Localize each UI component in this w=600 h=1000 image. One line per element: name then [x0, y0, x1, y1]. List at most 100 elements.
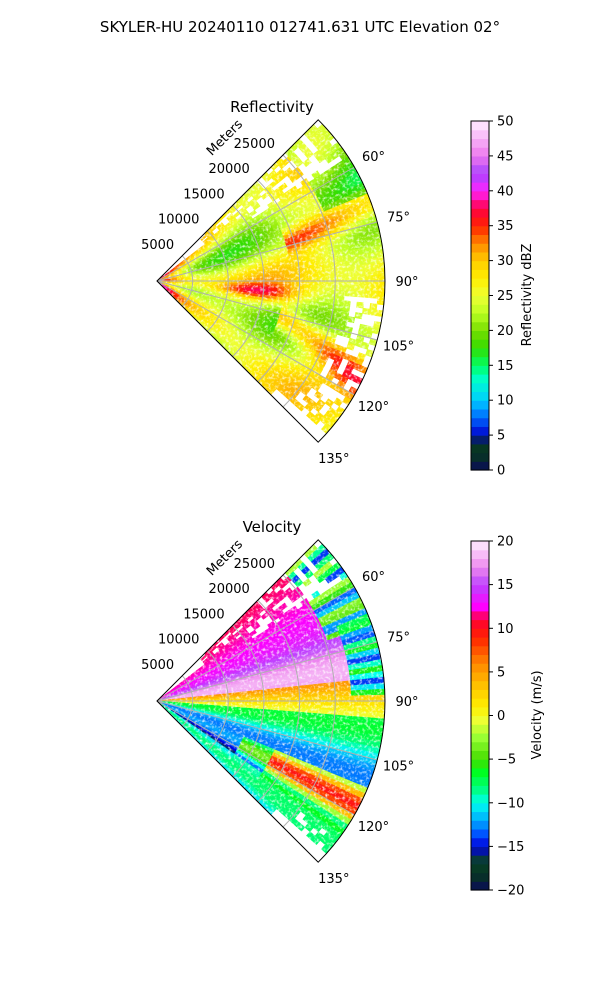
reflectivity-bin — [350, 264, 359, 272]
colorbar-tick-label: 5 — [497, 665, 505, 680]
velocity-bin — [357, 684, 365, 691]
colorbar-segment — [471, 295, 489, 305]
reflectivity-bin — [284, 280, 292, 285]
colorbar-segment — [471, 216, 489, 227]
velocity-bin — [371, 694, 379, 702]
colorbar-segment — [471, 374, 489, 384]
reflectivity-bin — [371, 280, 379, 288]
azimuth-tick-label: 105° — [383, 340, 414, 355]
colorbar-segment — [471, 846, 489, 856]
velocity-colorbar-label: Velocity (m/s) — [530, 670, 545, 759]
velocity-bin — [324, 696, 332, 702]
colorbar-segment — [471, 802, 489, 813]
azimuth-tick-label: 120° — [358, 400, 389, 415]
colorbar-segment — [471, 435, 489, 445]
colorbar-segment — [471, 312, 489, 323]
velocity-bin — [357, 695, 366, 702]
velocity-bin — [337, 695, 346, 702]
velocity-bin — [277, 697, 285, 702]
colorbar-segment — [471, 698, 489, 708]
reflectivity-bin — [297, 276, 305, 282]
velocity-bin — [377, 712, 386, 720]
velocity-bin — [356, 716, 365, 724]
colorbar-tick-label: 50 — [497, 115, 514, 130]
azimuth-tick-label: 90° — [395, 275, 418, 290]
velocity-bin — [377, 694, 386, 702]
velocity-bin — [370, 689, 379, 696]
velocity-bin — [324, 700, 332, 706]
colorbar-segment — [471, 541, 489, 551]
velocity-bin — [337, 690, 346, 697]
velocity-bin — [323, 686, 332, 693]
reflectivity-colorbar-label: Reflectivity dBZ — [520, 244, 535, 347]
reflectivity-bin — [313, 390, 324, 400]
colorbar-segment — [471, 549, 489, 560]
reflectivity-bin — [370, 263, 379, 271]
reflectivity-bin — [304, 272, 312, 278]
velocity-bin — [370, 711, 379, 719]
velocity-bin — [363, 683, 372, 691]
velocity-bin — [364, 689, 372, 696]
velocity-bin — [377, 706, 386, 714]
velocity-bin — [377, 682, 386, 690]
colorbar-segment — [471, 663, 489, 673]
range-tick-label: 5000 — [141, 658, 174, 673]
colorbar-segment — [471, 558, 489, 568]
colorbar-tick-label: −15 — [497, 840, 524, 855]
velocity-bin — [336, 681, 345, 688]
velocity-bin — [310, 692, 319, 698]
reflectivity-bin — [344, 280, 352, 287]
velocity-bin — [344, 690, 352, 697]
velocity-bin — [350, 710, 359, 718]
velocity-bin — [277, 700, 285, 705]
velocity-bin — [376, 718, 385, 726]
colorbar-tick-label: 15 — [497, 359, 514, 374]
reflectivity-bin — [351, 275, 359, 282]
reflectivity-bin — [376, 256, 385, 264]
reflectivity-colorbar: 0 5 10 15 20 25 30 35 40 45 50 Reflectivity dBZ — [470, 115, 535, 479]
reflectivity-bin — [284, 277, 292, 282]
velocity-bin — [350, 690, 359, 697]
reflectivity-bin — [303, 268, 312, 274]
velocity-bin — [370, 706, 379, 713]
reflectivity-bin — [310, 280, 319, 286]
reflectivity-bin — [364, 286, 372, 293]
reflectivity-bin — [357, 264, 365, 271]
reflectivity-bin — [377, 268, 386, 276]
colorbar-segment — [471, 417, 489, 427]
colorbar-segment — [471, 881, 489, 891]
colorbar-segment — [471, 391, 489, 401]
velocity-bin — [350, 705, 359, 712]
reflectivity-bin — [297, 280, 305, 286]
velocity-bin — [337, 685, 345, 692]
reflectivity-bin — [363, 291, 372, 299]
velocity-bin — [290, 689, 298, 695]
colorbar-segment — [471, 732, 489, 743]
reflectivity-bin — [376, 298, 385, 306]
reflectivity-bin — [323, 262, 332, 269]
velocity-bin — [317, 704, 325, 711]
reflectivity-bin — [357, 275, 366, 282]
reflectivity-bin — [290, 280, 299, 285]
reflectivity-bin — [344, 285, 352, 292]
colorbar-segment — [471, 811, 489, 821]
velocity-bin — [343, 680, 352, 687]
velocity-bin — [357, 700, 366, 707]
velocity-bin — [304, 704, 312, 710]
velocity-bin — [363, 716, 372, 724]
reflectivity-bin — [364, 275, 372, 282]
colorbar-segment — [471, 400, 489, 410]
colorbar-segment — [471, 602, 489, 612]
velocity-title: Velocity — [243, 518, 302, 536]
reflectivity-bin — [277, 280, 285, 285]
colorbar-segment — [471, 164, 489, 174]
colorbar-segment — [471, 173, 489, 183]
velocity-bin — [343, 710, 352, 717]
colorbar-segment — [471, 208, 489, 218]
velocity-bin — [337, 700, 346, 707]
velocity-bin — [317, 691, 325, 698]
velocity-field — [156, 543, 386, 854]
reflectivity-bin — [371, 274, 379, 282]
velocity-bin — [284, 700, 292, 705]
colorbar-segment — [471, 820, 489, 830]
